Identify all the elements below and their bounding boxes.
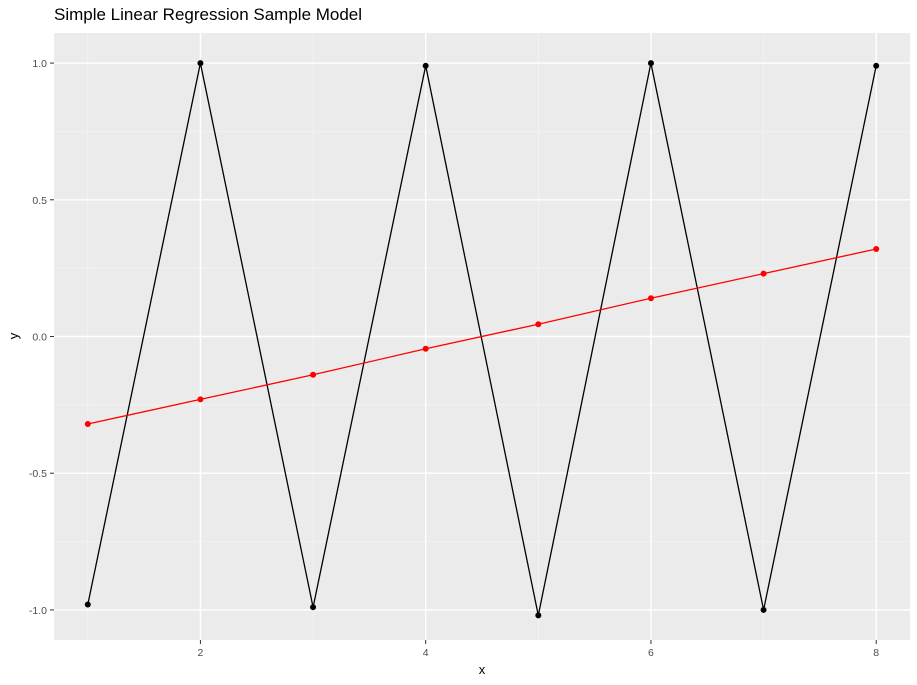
series-point-2 xyxy=(310,371,317,378)
series-layer xyxy=(84,60,880,619)
x-tick-label: 6 xyxy=(648,647,654,659)
series-line-1 xyxy=(87,62,877,616)
y-tick-label: -1.0 xyxy=(29,605,47,617)
x-tick-label: 4 xyxy=(423,647,429,659)
series-point-2 xyxy=(535,321,542,328)
series-point-1 xyxy=(422,62,429,69)
series-point-1 xyxy=(310,604,317,611)
axis-ticks: 2 4 6 8 -1.0 -0.5 0.0 0.5 1.0 xyxy=(29,58,879,659)
series-point-2 xyxy=(760,270,767,277)
y-tick-label: -0.5 xyxy=(29,468,47,480)
series-line-2 xyxy=(87,248,877,425)
series-point-2 xyxy=(647,295,654,302)
y-tick-label: 1.0 xyxy=(32,58,47,70)
series-point-2 xyxy=(873,246,880,253)
chart-title: Simple Linear Regression Sample Model xyxy=(54,5,362,24)
series-point-1 xyxy=(760,606,767,613)
series-point-1 xyxy=(84,601,91,608)
x-axis-title: x xyxy=(479,662,486,677)
series-point-2 xyxy=(84,420,91,427)
series-point-1 xyxy=(535,612,542,619)
series-point-2 xyxy=(422,345,429,352)
x-tick-label: 8 xyxy=(873,647,879,659)
y-tick-label: 0.5 xyxy=(32,195,47,207)
series-point-1 xyxy=(197,60,204,67)
y-tick-label: 0.0 xyxy=(32,332,47,344)
series-point-1 xyxy=(873,62,880,69)
x-tick-label: 2 xyxy=(197,647,203,659)
series-point-1 xyxy=(647,60,654,67)
series-point-2 xyxy=(197,396,204,403)
y-axis-title: y xyxy=(6,332,21,339)
